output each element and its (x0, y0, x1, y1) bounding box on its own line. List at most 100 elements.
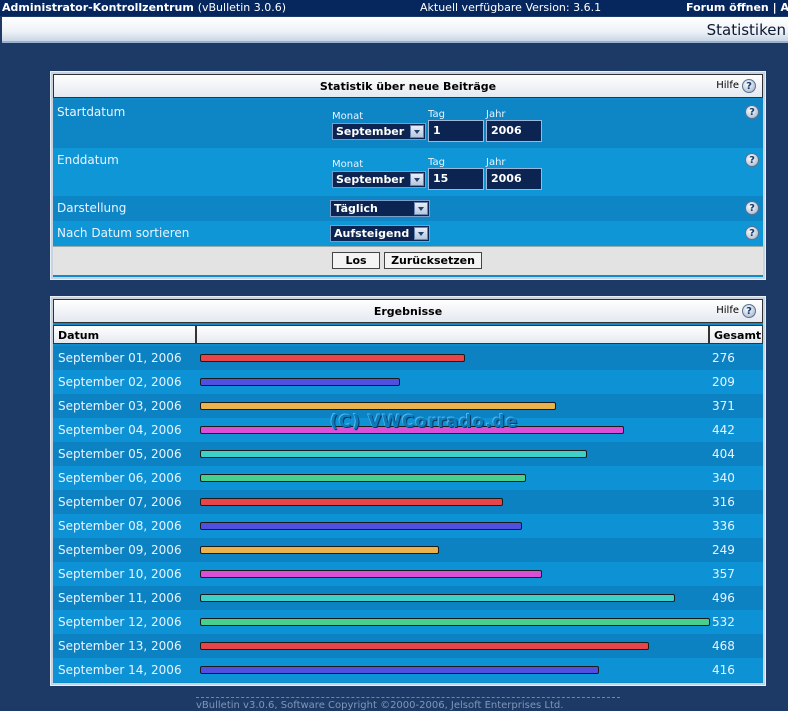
page-header: Statistiken (2, 17, 788, 43)
row-total: 532 (712, 615, 735, 629)
sort-select[interactable]: Aufsteigend (330, 225, 430, 242)
end-day-label: Tag (428, 157, 445, 168)
start-date-label: Startdatum (57, 105, 126, 119)
form-help[interactable]: Hilfe ? (716, 79, 756, 93)
row-date: September 10, 2006 (58, 567, 182, 581)
end-date-help-icon[interactable]: ? (745, 153, 759, 167)
page-title: Statistiken (706, 21, 786, 39)
table-row: September 08, 2006 336 (53, 514, 763, 538)
row-total: 316 (712, 495, 735, 509)
table-row: September 04, 2006 442 (53, 418, 763, 442)
form-button-row: Los Zurücksetzen (53, 246, 763, 275)
start-month-select[interactable]: September (332, 123, 426, 140)
help-label: Hilfe (716, 305, 739, 316)
logout-link[interactable]: Ab (780, 1, 788, 14)
form-title: Statistik über neue Beiträge (319, 80, 497, 93)
row-bar (200, 570, 542, 578)
row-date: September 04, 2006 (58, 423, 182, 437)
row-bar (200, 426, 624, 434)
reset-button[interactable]: Zurücksetzen (384, 252, 482, 269)
row-total: 442 (712, 423, 735, 437)
help-icon[interactable]: ? (742, 304, 756, 318)
row-bar (200, 498, 503, 506)
open-forum-link[interactable]: Forum öffnen (686, 1, 769, 14)
row-total: 276 (712, 351, 735, 365)
table-row: September 05, 2006 404 (53, 442, 763, 466)
results-help[interactable]: Hilfe ? (716, 304, 756, 318)
display-help-icon[interactable]: ? (745, 201, 759, 215)
top-links: Forum öffnen | Ab (686, 0, 788, 16)
sort-help-icon[interactable]: ? (745, 226, 759, 240)
row-date: September 06, 2006 (58, 471, 182, 485)
row-bar (200, 354, 465, 362)
end-date-row: Enddatum Monat Tag Jahr September 15 200… (53, 148, 763, 196)
start-day-label: Tag (428, 109, 445, 120)
form-header: Statistik über neue Beiträge Hilfe ? (53, 74, 763, 98)
row-total: 357 (712, 567, 735, 581)
display-label: Darstellung (57, 201, 127, 215)
end-day-input[interactable]: 15 (428, 168, 484, 190)
results-title: Ergebnisse (373, 305, 443, 318)
row-total: 468 (712, 639, 735, 653)
row-date: September 11, 2006 (58, 591, 182, 605)
display-select[interactable]: Täglich (330, 200, 430, 217)
watermark-text: (C) VWCorrado.de (330, 412, 519, 432)
row-date: September 03, 2006 (58, 399, 182, 413)
table-row: September 06, 2006 340 (53, 466, 763, 490)
row-total: 404 (712, 447, 735, 461)
start-date-help-icon[interactable]: ? (745, 105, 759, 119)
version-label: (vBulletin 3.0.6) (197, 1, 287, 14)
chevron-down-icon[interactable] (410, 173, 424, 186)
end-year-input[interactable]: 2006 (486, 168, 542, 190)
row-bar (200, 474, 526, 482)
results-panel: Ergebnisse Hilfe ? Datum Gesamt Septembe… (50, 296, 766, 686)
table-row: September 09, 2006 249 (53, 538, 763, 562)
column-header-date: Datum (53, 325, 196, 344)
table-row: September 10, 2006 357 (53, 562, 763, 586)
start-month-label: Monat (332, 111, 364, 122)
table-row: September 01, 2006 276 (53, 346, 763, 370)
table-row: September 07, 2006 316 (53, 490, 763, 514)
row-date: September 07, 2006 (58, 495, 182, 509)
row-date: September 09, 2006 (58, 543, 182, 557)
table-row: September 11, 2006 496 (53, 586, 763, 610)
row-bar (200, 522, 522, 530)
end-year-label: Jahr (486, 157, 506, 168)
start-year-input[interactable]: 2006 (486, 120, 542, 142)
chevron-down-icon[interactable] (410, 125, 424, 138)
row-total: 496 (712, 591, 735, 605)
table-row: September 13, 2006 468 (53, 634, 763, 658)
row-total: 249 (712, 543, 735, 557)
row-date: September 08, 2006 (58, 519, 182, 533)
display-value: Täglich (334, 202, 378, 215)
sort-value: Aufsteigend (334, 227, 410, 240)
row-date: September 14, 2006 (58, 663, 182, 677)
chevron-down-icon[interactable] (414, 202, 428, 215)
row-bar (200, 546, 439, 554)
row-total: 416 (712, 663, 735, 677)
help-icon[interactable]: ? (742, 79, 756, 93)
chevron-down-icon[interactable] (414, 227, 428, 240)
end-month-value: September (336, 173, 405, 186)
row-bar (200, 666, 599, 674)
available-version: Aktuell verfügbare Version: 3.6.1 (420, 1, 602, 14)
row-date: September 01, 2006 (58, 351, 182, 365)
start-day-input[interactable]: 1 (428, 120, 484, 142)
start-year-label: Jahr (486, 109, 506, 120)
submit-button[interactable]: Los (332, 252, 380, 269)
row-date: September 12, 2006 (58, 615, 182, 629)
column-header-total: Gesamt (709, 325, 763, 344)
row-total: 340 (712, 471, 735, 485)
row-total: 336 (712, 519, 735, 533)
row-bar (200, 618, 710, 626)
row-total: 371 (712, 399, 735, 413)
row-date: September 13, 2006 (58, 639, 182, 653)
row-bar (200, 642, 649, 650)
table-row: September 03, 2006 371 (53, 394, 763, 418)
end-month-select[interactable]: September (332, 171, 426, 188)
stats-form-body: Statistik über neue Beiträge Hilfe ? Sta… (53, 74, 763, 277)
start-month-value: September (336, 125, 405, 138)
row-bar (200, 378, 400, 386)
display-row: Darstellung Täglich ? (53, 196, 763, 221)
end-date-label: Enddatum (57, 153, 119, 167)
